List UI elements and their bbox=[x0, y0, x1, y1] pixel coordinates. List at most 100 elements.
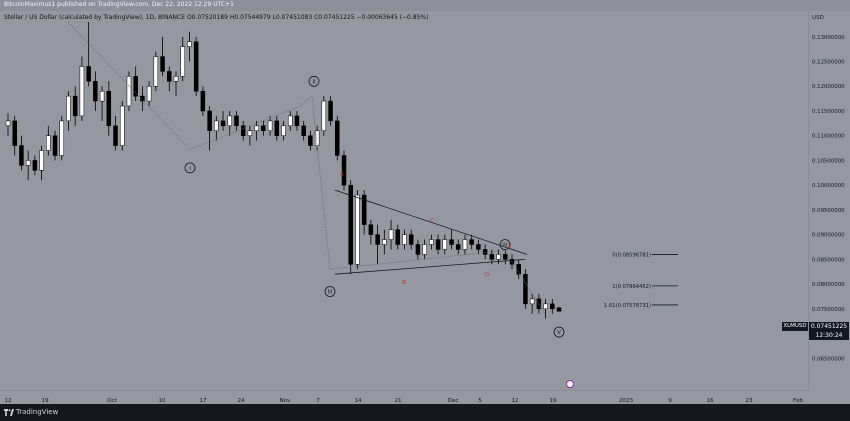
fib-level-label: 1(0.07964452) bbox=[612, 284, 651, 290]
candle-body bbox=[19, 145, 24, 166]
wave-label-circle bbox=[499, 239, 511, 250]
ohlc-high-label: H bbox=[229, 14, 235, 21]
candle-body bbox=[254, 125, 259, 132]
ohlc-open: 0.07520189 bbox=[191, 14, 228, 21]
candle-body bbox=[516, 264, 521, 275]
candle-countdown: 12:30:24 bbox=[809, 331, 849, 340]
time-tick-label: 17 bbox=[199, 398, 207, 404]
candle-body bbox=[335, 120, 340, 156]
candle-body bbox=[429, 239, 434, 245]
candle-body bbox=[328, 100, 333, 122]
symbol-title: Stellar / US Dollar (calculated by Tradi… bbox=[4, 14, 186, 21]
price-tick-label: 0.11000000 bbox=[812, 134, 845, 140]
chart-plot-area[interactable]: I II III IV V A B C D E 0(0.08596781) 1(0.07964452)… bbox=[0, 11, 808, 390]
candle-body bbox=[348, 184, 353, 265]
candle-body bbox=[93, 81, 98, 102]
candle-body bbox=[543, 303, 548, 310]
candlestick-chart[interactable]: IIIIIIIVVABCDE0(0.08596781)1(0.07964452)… bbox=[0, 11, 808, 390]
candle-body bbox=[153, 56, 159, 87]
candle-body bbox=[140, 95, 145, 102]
wave-label: I bbox=[189, 166, 191, 172]
candle-body bbox=[180, 46, 185, 77]
wave-label-circle bbox=[553, 326, 565, 338]
price-tick-label: 0.09500000 bbox=[812, 208, 845, 214]
time-tick-label: 24 bbox=[237, 398, 245, 404]
candle-body bbox=[375, 234, 380, 245]
price-tick-label: 0.12500000 bbox=[812, 60, 845, 66]
candle-body bbox=[503, 254, 508, 260]
candle-body bbox=[274, 120, 280, 136]
candle-body bbox=[167, 71, 172, 82]
candle-body bbox=[422, 244, 427, 255]
ohlc-open-label: O bbox=[186, 14, 192, 21]
candle-body bbox=[395, 229, 401, 245]
candle-body bbox=[25, 160, 31, 166]
candle-body bbox=[119, 105, 125, 146]
price-tick-label: 0.09000000 bbox=[812, 233, 845, 239]
abc-label: C bbox=[430, 218, 434, 224]
candle-body bbox=[99, 90, 105, 102]
candle-body bbox=[200, 90, 206, 112]
price-tick-label: 0.12000000 bbox=[812, 84, 845, 90]
time-tick-label: 7 bbox=[316, 398, 320, 404]
candle-body bbox=[388, 229, 394, 240]
candle-body bbox=[52, 135, 58, 156]
candle-body bbox=[281, 125, 286, 136]
candle-body bbox=[220, 120, 226, 127]
candle-body bbox=[72, 95, 78, 117]
candle-body bbox=[146, 85, 152, 102]
symbol-tag: XLMUSD bbox=[782, 322, 808, 331]
candle-body bbox=[126, 76, 132, 107]
candle-body bbox=[455, 244, 461, 250]
price-tick-label: 0.07500000 bbox=[812, 307, 845, 313]
candle-body bbox=[247, 130, 253, 136]
candle-body bbox=[160, 56, 165, 72]
candle-body bbox=[261, 125, 266, 132]
ohlc-close: 0.07451225 bbox=[318, 14, 355, 21]
time-axis[interactable]: 12 19 Oct 10 17 24 Nov 7 14 21 Dec 5 12 19 2023 9 16 23 Fe… bbox=[0, 390, 808, 405]
candle-body bbox=[523, 273, 528, 305]
ohlc-low: 0.07451083 bbox=[275, 14, 313, 21]
candle-body bbox=[59, 120, 65, 156]
time-axis-ticks: 12 19 Oct 10 17 24 Nov 7 14 21 Dec 5 12 19 2023 9 16 23 Fe… bbox=[4, 398, 803, 404]
time-tick-label: 14 bbox=[354, 398, 362, 404]
time-tick-label: Feb bbox=[793, 398, 803, 404]
ohlc-change: −0.00063645 (−0.85%) bbox=[356, 14, 429, 21]
candle-body bbox=[106, 90, 112, 127]
abc-label: E bbox=[508, 244, 512, 250]
candle-body bbox=[294, 115, 300, 127]
price-tick-label: 0.13000000 bbox=[812, 35, 845, 41]
candle-body bbox=[301, 125, 306, 136]
candle-body bbox=[214, 120, 219, 132]
triangle-upper-line bbox=[334, 189, 528, 255]
candle-body bbox=[79, 66, 85, 117]
candle-body bbox=[482, 249, 488, 255]
price-tick-label: 0.10000000 bbox=[812, 183, 845, 189]
wave-path bbox=[67, 21, 546, 314]
wave-label: III bbox=[328, 290, 333, 296]
time-tick-label: 16 bbox=[706, 398, 714, 404]
price-tick-label: 0.11500000 bbox=[812, 109, 845, 115]
candle-body bbox=[489, 254, 495, 260]
price-tick-label: 0.08500000 bbox=[812, 257, 845, 263]
candle-body bbox=[5, 120, 11, 127]
ohlc-low-label: L bbox=[272, 14, 276, 21]
candle-body bbox=[66, 95, 71, 122]
wave-label-circle bbox=[184, 162, 196, 174]
candle-body bbox=[240, 125, 246, 136]
ohlc-close-label: C bbox=[314, 14, 319, 21]
candle-body bbox=[469, 239, 474, 245]
candle-body bbox=[496, 254, 501, 260]
price-tick-label: 0.10500000 bbox=[812, 158, 845, 164]
wave-label-circle bbox=[324, 286, 336, 297]
triangle-lower-line bbox=[334, 258, 526, 275]
candle-body bbox=[382, 239, 387, 245]
time-tick-label: 21 bbox=[394, 398, 402, 404]
tradingview-logo-icon bbox=[4, 409, 14, 416]
time-tick-label: 5 bbox=[478, 398, 482, 404]
candle-body bbox=[442, 239, 448, 250]
candle-body bbox=[529, 298, 535, 305]
footer-bar: TradingView bbox=[0, 404, 850, 421]
time-tick-label: 12 bbox=[511, 398, 518, 404]
candle-body bbox=[361, 194, 367, 225]
